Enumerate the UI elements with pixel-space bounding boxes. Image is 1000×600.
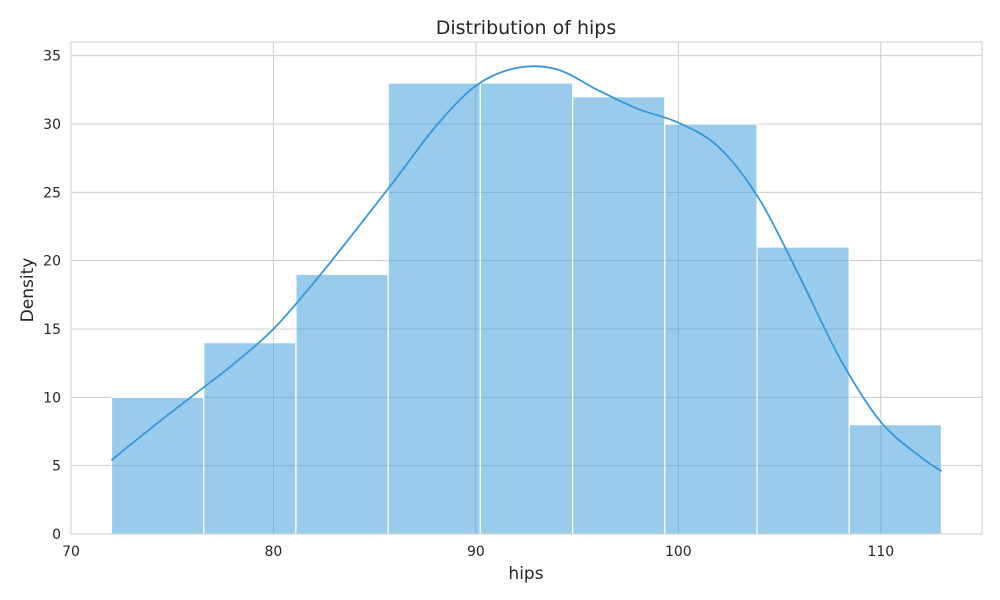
x-tick-label: 70 [62, 544, 80, 560]
y-tick-label: 5 [52, 459, 61, 475]
x-axis-label: hips [508, 564, 543, 584]
histogram-bar [387, 82, 481, 535]
y-tick-label: 15 [43, 322, 61, 338]
histogram-bar [848, 424, 943, 535]
histogram-bar [756, 246, 850, 535]
x-tick-label: 80 [265, 544, 283, 560]
histogram-bars [110, 82, 943, 535]
x-tick-label: 110 [867, 544, 894, 560]
histogram-bar [110, 396, 205, 535]
histogram-bar [295, 273, 389, 535]
y-tick-label: 10 [43, 390, 61, 406]
kde-line [110, 65, 943, 472]
histogram-bar [479, 82, 574, 535]
y-axis-label: Density [18, 258, 38, 323]
histogram-bar [203, 342, 297, 535]
y-tick-label: 35 [43, 49, 61, 65]
chart-title: Distribution of hips [436, 17, 617, 39]
x-tick-label: 90 [467, 544, 485, 560]
y-tick-label: 20 [43, 254, 61, 270]
y-tick-label: 0 [52, 527, 61, 543]
x-tick-label: 100 [665, 544, 692, 560]
y-tick-label: 25 [43, 185, 61, 201]
plot-frame [70, 41, 983, 535]
histogram-bar [572, 96, 666, 535]
y-tick-labels: 0 5 10 15 20 25 30 35 [43, 49, 61, 543]
histogram-bar [664, 123, 758, 535]
kde-curve [110, 65, 943, 472]
x-tick-labels: 70 80 90 100 110 [62, 544, 894, 560]
y-tick-label: 30 [43, 117, 61, 133]
